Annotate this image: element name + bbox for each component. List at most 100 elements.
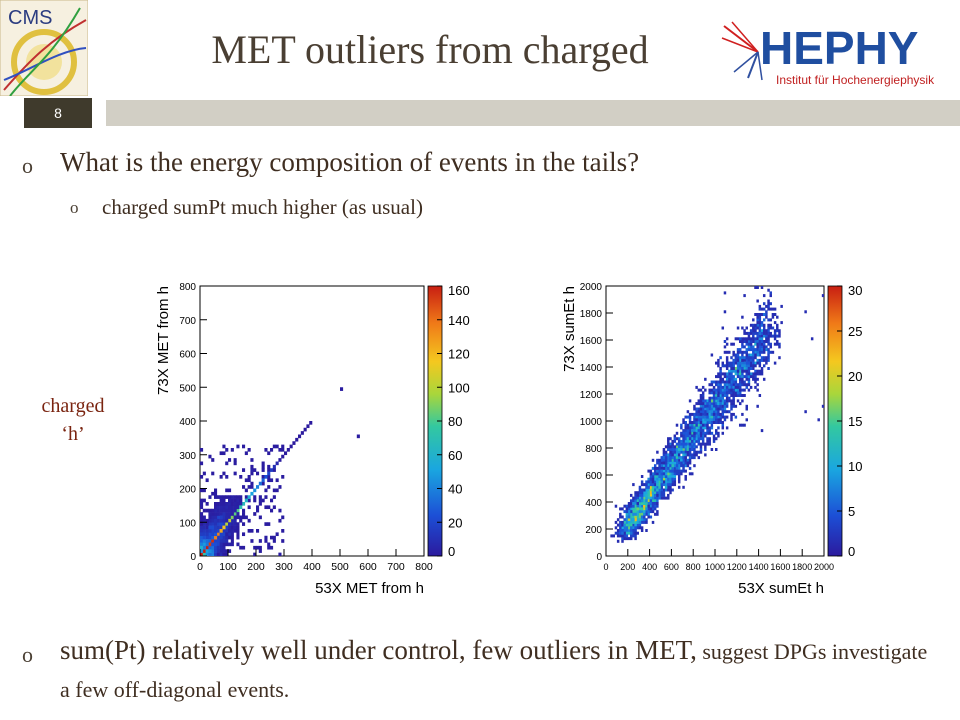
heatmap-cell <box>214 549 218 553</box>
heatmap-cell <box>247 529 251 533</box>
heatmap-cell <box>629 504 633 508</box>
heatmap-cell <box>680 431 683 435</box>
heatmap-cell <box>664 464 668 468</box>
heatmap-cell <box>693 450 696 454</box>
heatmap-cell <box>664 456 668 460</box>
heatmap-cell <box>214 542 218 547</box>
x-axis-label: 53X sumEt h <box>738 580 824 597</box>
heatmap-cell <box>677 445 681 449</box>
heatmap-cell <box>708 388 711 392</box>
heatmap-cell <box>222 515 226 520</box>
heatmap-cell <box>734 380 738 384</box>
heatmap-cell <box>222 512 226 516</box>
heatmap-cell <box>202 498 206 503</box>
heatmap-cell <box>625 504 629 508</box>
heatmap-cell <box>715 412 718 416</box>
heatmap-cell <box>658 488 661 492</box>
heatmap-cell <box>776 340 779 343</box>
heatmap-cell <box>677 450 681 454</box>
heatmap-cell <box>649 510 653 514</box>
heatmap-cell <box>667 466 670 470</box>
x-tick-label: 400 <box>642 562 657 572</box>
heatmap-cell <box>691 456 694 460</box>
heatmap-cell <box>636 491 639 495</box>
heatmap-cell <box>200 539 204 543</box>
heatmap-cell <box>278 518 282 523</box>
bullet-icon: o <box>22 153 33 178</box>
heatmap-cell <box>721 326 725 330</box>
heatmap-cell <box>270 508 274 513</box>
heatmap-cell <box>710 353 714 357</box>
heatmap-cell <box>673 480 677 484</box>
heatmap-cell <box>765 313 768 316</box>
heatmap-cell <box>754 286 757 289</box>
heatmap-cell <box>261 478 265 483</box>
heatmap-cell <box>741 367 744 370</box>
heatmap-cell <box>216 549 220 553</box>
heatmap-cell <box>704 415 707 419</box>
colorbar-tick-label: 100 <box>448 380 470 395</box>
heatmap-cell <box>647 512 650 516</box>
heatmap-cell <box>658 483 661 487</box>
heatmap-cell <box>680 458 683 462</box>
y-tick-label: 100 <box>179 518 196 529</box>
heatmap-cell <box>651 475 655 478</box>
heatmap-cell <box>762 340 766 343</box>
heatmap-cell <box>767 348 770 352</box>
heatmap-cell <box>701 423 705 427</box>
heatmap-cell <box>656 477 659 481</box>
heatmap-cell <box>629 502 633 505</box>
heatmap-cell <box>741 353 744 357</box>
heatmap-cell <box>706 439 709 443</box>
heatmap-cell <box>225 505 229 510</box>
heatmap-cell <box>728 377 731 381</box>
heatmap-cell <box>651 510 655 514</box>
heatmap-cell <box>677 472 681 476</box>
heatmap-cell <box>741 340 744 343</box>
heatmap-cell <box>695 445 698 449</box>
heatmap-cell <box>767 358 770 362</box>
heatmap-cell <box>219 515 223 520</box>
heatmap-cell <box>691 412 694 416</box>
heatmap-cell <box>219 451 223 456</box>
heatmap-cell <box>725 388 729 392</box>
y-tick-label: 1600 <box>580 336 603 347</box>
heatmap-cell <box>671 469 674 473</box>
heatmap-cell <box>736 369 740 373</box>
heatmap-cell <box>776 334 779 338</box>
heatmap-cell <box>734 388 738 392</box>
heatmap-cell <box>671 458 674 462</box>
heatmap-cell <box>708 410 711 414</box>
heatmap-cell <box>699 450 703 454</box>
colorbar-tick-label: 120 <box>448 347 470 362</box>
heatmap-cell <box>688 450 692 454</box>
heatmap-cell <box>627 510 631 514</box>
heatmap-cell <box>725 377 729 381</box>
heatmap-cell <box>721 421 725 424</box>
heatmap-cell <box>691 437 694 441</box>
heatmap-cell <box>632 526 635 530</box>
heatmap-cell <box>688 472 692 476</box>
heatmap-cell <box>721 402 725 406</box>
heatmap-cell <box>638 496 642 500</box>
heatmap-cell <box>219 535 223 540</box>
heatmap-cell <box>699 437 703 441</box>
heatmap-cell <box>677 439 681 443</box>
heatmap-cell <box>632 515 635 519</box>
heatmap-cell <box>219 502 223 506</box>
heatmap-cell <box>629 531 633 535</box>
heatmap-cell <box>732 394 735 397</box>
heatmap-cell <box>756 315 759 319</box>
heatmap-cell <box>725 410 729 414</box>
heatmap-cell <box>730 415 733 419</box>
heatmap-cell <box>669 475 672 478</box>
heatmap-cell <box>747 340 751 343</box>
heatmap-cell <box>677 461 681 465</box>
heatmap-cell <box>745 407 748 411</box>
heatmap-cell <box>712 415 716 419</box>
heatmap-cell <box>697 426 701 430</box>
heatmap-cell <box>767 356 770 360</box>
heatmap-cell <box>244 495 248 499</box>
heatmap-cell <box>725 367 729 370</box>
heatmap-cell <box>738 361 742 365</box>
